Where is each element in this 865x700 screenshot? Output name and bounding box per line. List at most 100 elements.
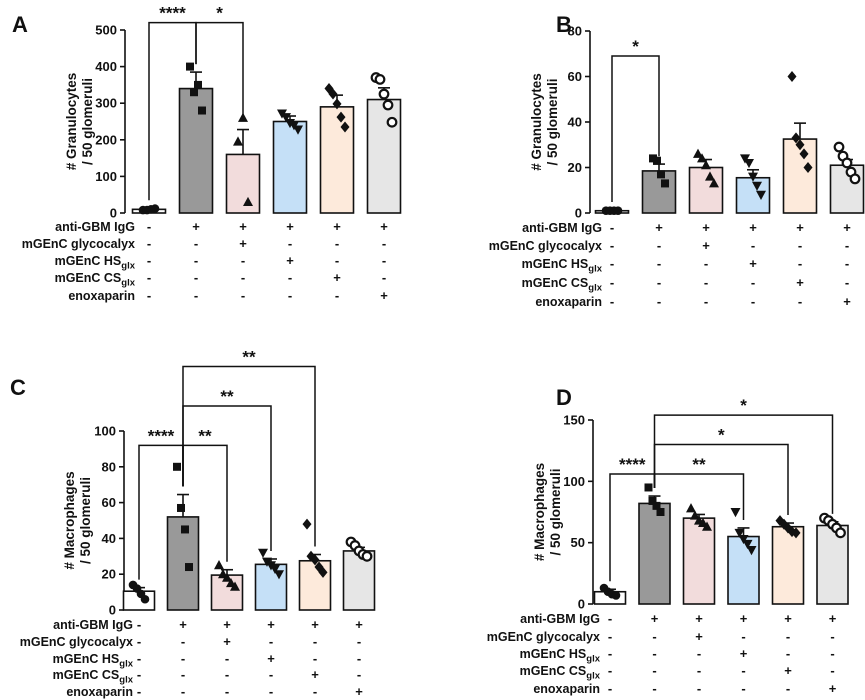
condition-symbol: - — [181, 684, 185, 699]
condition-label-text: mGEnC CS — [520, 664, 587, 678]
condition-symbol: - — [382, 236, 386, 251]
condition-symbol: - — [269, 667, 273, 682]
y-tick-label: 200 — [95, 132, 117, 147]
condition-symbol: - — [269, 634, 273, 649]
condition-symbol: - — [137, 667, 141, 682]
condition-symbol: - — [610, 238, 614, 253]
y-tick-label: 300 — [95, 96, 117, 111]
condition-symbol: - — [697, 663, 701, 678]
condition-symbol: - — [147, 288, 151, 303]
condition-label: mGEnC HSglx — [55, 254, 136, 272]
data-point — [243, 196, 253, 207]
condition-symbol: - — [657, 275, 661, 290]
condition-symbol: - — [382, 270, 386, 285]
data-point — [177, 503, 185, 512]
data-point — [230, 581, 240, 591]
condition-symbol: + — [267, 617, 275, 632]
condition-symbol: - — [830, 663, 834, 678]
bar — [688, 166, 724, 214]
chart-panel-b: B 0 20 40 60 80 # Granulocytes/ 50 glomeruli * a… — [489, 12, 865, 309]
condition-symbol: - — [741, 681, 745, 696]
condition-label: enoxaparin — [66, 685, 133, 699]
condition-label-text: anti-GBM IgG — [55, 220, 135, 234]
condition-symbol: - — [845, 238, 849, 253]
condition-symbol: - — [194, 236, 198, 251]
data-point — [656, 508, 665, 516]
condition-symbol: + — [843, 294, 851, 309]
condition-symbol: - — [225, 667, 229, 682]
condition-symbol: - — [741, 663, 745, 678]
data-point — [140, 594, 150, 604]
y-tick-label: 50 — [571, 535, 585, 550]
condition-label-text: anti-GBM IgG — [53, 618, 133, 632]
bar — [638, 502, 671, 605]
data-point — [661, 179, 669, 188]
data-point — [194, 80, 202, 89]
data-point — [705, 171, 715, 181]
condition-symbol: - — [288, 288, 292, 303]
y-axis-label: / 50 glomeruli — [545, 78, 560, 165]
data-point — [791, 527, 801, 539]
data-point — [730, 508, 741, 518]
condition-symbol: - — [181, 667, 185, 682]
y-tick-label: 20 — [568, 160, 582, 175]
condition-symbol: + — [702, 220, 710, 235]
y-tick-label: 500 — [95, 23, 117, 38]
data-point — [693, 148, 703, 158]
y-axis-label: / 50 glomeruli — [80, 78, 95, 165]
data-point — [652, 501, 661, 510]
condition-symbol: - — [786, 681, 790, 696]
condition-symbol: - — [697, 681, 701, 696]
y-tick-label: 0 — [109, 603, 116, 618]
y-tick-label: 0 — [578, 597, 585, 612]
condition-symbol: + — [695, 629, 703, 644]
bar — [682, 517, 716, 605]
condition-label: mGEnC CSglx — [53, 668, 134, 686]
data-point — [748, 172, 758, 182]
condition-label-text: enoxaparin — [535, 295, 602, 309]
condition-symbol: - — [751, 275, 755, 290]
data-point — [222, 572, 232, 582]
condition-symbol: + — [267, 651, 275, 666]
y-tick-label: 100 — [95, 169, 117, 184]
condition-label-subscript: glx — [586, 654, 600, 665]
condition-symbol: + — [829, 611, 837, 626]
data-point — [613, 206, 623, 216]
y-tick-label: 0 — [575, 206, 582, 221]
data-point — [382, 99, 394, 111]
condition-symbol: - — [657, 294, 661, 309]
condition-symbol: - — [610, 256, 614, 271]
condition-symbol: + — [311, 617, 319, 632]
y-tick-label: 100 — [94, 424, 116, 439]
data-point — [274, 570, 284, 580]
condition-symbol: + — [333, 270, 341, 285]
condition-label-text: anti-GBM IgG — [520, 612, 600, 626]
significance-bracket — [653, 443, 789, 516]
condition-symbol: - — [335, 253, 339, 268]
condition-symbol: - — [610, 275, 614, 290]
condition-label-subscript: glx — [588, 264, 602, 275]
y-axis-label: # Granulocytes — [529, 73, 544, 171]
data-point — [803, 162, 813, 173]
data-point — [787, 71, 797, 82]
condition-label: anti-GBM IgG — [53, 618, 133, 632]
condition-symbol: - — [798, 294, 802, 309]
condition-label: mGEnC CSglx — [522, 276, 603, 294]
data-point — [336, 111, 346, 123]
bar — [225, 153, 261, 214]
significance-label: * — [740, 396, 747, 415]
y-tick-label: 40 — [102, 531, 116, 546]
data-point — [340, 121, 350, 133]
condition-label-text: mGEnC CS — [53, 668, 120, 682]
bar — [319, 106, 355, 214]
data-point — [756, 190, 766, 200]
condition-label-subscript: glx — [119, 659, 133, 670]
data-point — [293, 125, 303, 135]
condition-symbol: - — [241, 288, 245, 303]
condition-label-text: mGEnC HS — [55, 254, 122, 268]
condition-symbol: + — [784, 611, 792, 626]
condition-label-text: mGEnC glycocalyx — [20, 635, 133, 649]
condition-symbol: - — [335, 236, 339, 251]
condition-symbol: + — [740, 611, 748, 626]
significance-label: **** — [148, 426, 175, 445]
